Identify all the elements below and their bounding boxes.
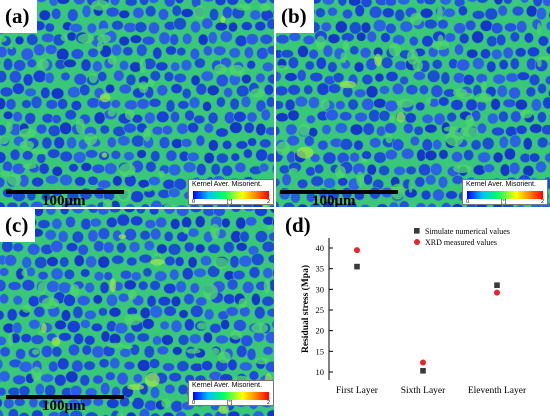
data-points <box>354 247 500 374</box>
scale-bar <box>6 190 124 194</box>
y-tick-label: 25 <box>316 305 325 315</box>
scale-bar-label: 100μm <box>42 193 86 208</box>
chart-legend: Simulate numerical values XRD measured va… <box>414 227 510 247</box>
legend-title: Kernel Aver. Misorient. <box>466 181 536 188</box>
legend-colorbar <box>193 191 269 199</box>
legend-title: Kernel Aver. Misorient. <box>192 181 262 188</box>
data-point-simulated <box>420 367 426 374</box>
data-point-simulated <box>354 263 360 270</box>
y-axis-label: Residual stress (Mpa) <box>300 265 311 353</box>
legend-marker <box>414 228 420 234</box>
color-legend: Kernel Aver. Misorient. 0 [°] 2 <box>188 380 274 406</box>
panel-label: (c) <box>0 209 36 242</box>
y-tick-label: 40 <box>316 243 325 253</box>
residual-stress-chart: (d) Residual stress (Mpa) 10 15 20 25 30 35 40… <box>280 211 527 396</box>
legend-colorbar <box>193 392 269 400</box>
data-point-xrd <box>354 247 360 254</box>
scale-bar-label: 100μm <box>312 193 356 208</box>
y-tick-label: 35 <box>316 264 325 274</box>
y-ticks: 10 15 20 25 30 35 40 <box>316 243 333 377</box>
scale-bar <box>280 190 398 194</box>
data-point-xrd <box>420 359 426 366</box>
legend-unit: [°] <box>501 199 507 205</box>
legend-max: 2 <box>266 199 270 205</box>
y-tick-label: 30 <box>316 284 325 294</box>
scale-bar-label: 100μm <box>42 398 86 414</box>
legend-title: Kernel Aver. Misorient. <box>192 382 262 389</box>
legend-unit: [°] <box>227 199 233 205</box>
legend-max: 2 <box>540 199 544 205</box>
panel-d-label-group: (d) <box>280 211 313 237</box>
y-tick-label: 15 <box>316 346 325 356</box>
y-tick-label: 20 <box>316 326 325 336</box>
data-point-simulated <box>494 282 500 288</box>
x-categories: First Layer Sixth Layer Eleventh Layer <box>336 386 527 396</box>
legend-unit: [°] <box>227 400 233 406</box>
x-category-label: Sixth Layer <box>401 386 446 396</box>
panel-label: (d) <box>285 213 311 237</box>
kam-map-panel-c: (c) 100μm Kernel Aver. Misorient. 0 [°] … <box>0 209 274 416</box>
color-legend: Kernel Aver. Misorient. 0 [°] 2 <box>462 179 548 205</box>
legend-min: 0 <box>466 199 470 205</box>
x-category-label: Eleventh Layer <box>468 386 527 396</box>
legend-max: 2 <box>266 400 270 406</box>
panel-label: (a) <box>0 0 37 33</box>
kam-map-panel-a: (a) 100μm Kernel Aver. Misorient. 0 [°] … <box>0 0 274 207</box>
kam-map-panel-b: (b) 100μm Kernel Aver. Misorient. 0 [°] … <box>276 0 550 207</box>
legend-label: Simulate numerical values <box>425 227 510 236</box>
legend-min: 0 <box>192 400 196 406</box>
kam-map-image <box>276 0 550 207</box>
scale-bar <box>6 395 124 399</box>
legend-marker <box>414 239 420 245</box>
data-point-xrd <box>494 289 500 296</box>
legend-label: XRD measured values <box>425 238 497 247</box>
legend-min: 0 <box>192 199 196 205</box>
kam-map-image <box>0 0 274 207</box>
panel-label: (b) <box>276 0 314 33</box>
y-tick-label: 10 <box>316 367 325 377</box>
legend-colorbar <box>467 191 543 199</box>
x-category-label: First Layer <box>336 386 379 396</box>
color-legend: Kernel Aver. Misorient. 0 [°] 2 <box>188 179 274 205</box>
